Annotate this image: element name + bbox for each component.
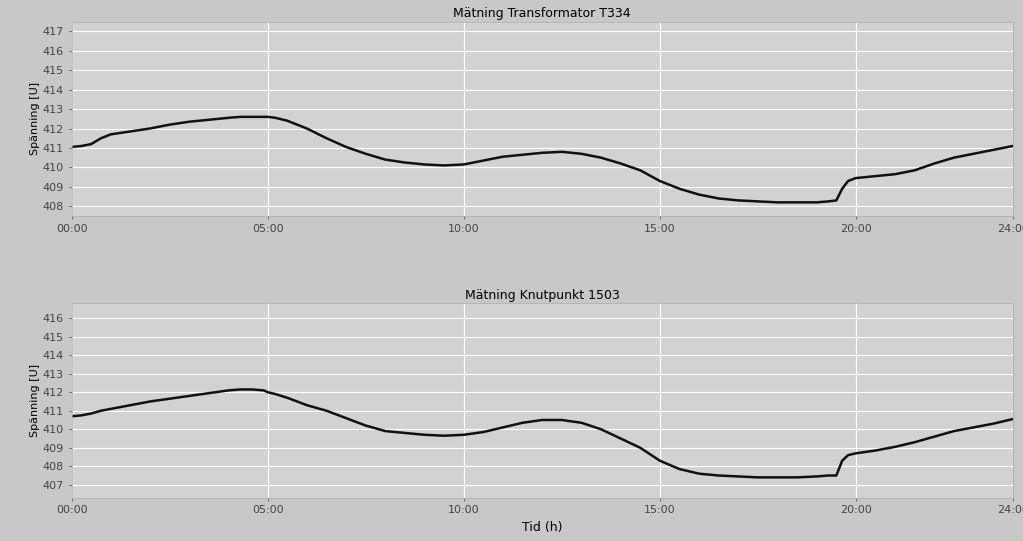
Title: Mätning Transformator T334: Mätning Transformator T334	[453, 8, 631, 21]
X-axis label: Tid (h): Tid (h)	[522, 521, 563, 534]
Title: Mätning Knutpunkt 1503: Mätning Knutpunkt 1503	[464, 289, 620, 302]
Y-axis label: Spänning [U]: Spänning [U]	[30, 364, 40, 437]
Y-axis label: Spänning [U]: Spänning [U]	[30, 82, 40, 155]
